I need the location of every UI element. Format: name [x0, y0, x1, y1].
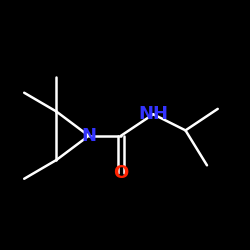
Text: O: O [113, 164, 128, 182]
Text: N: N [81, 127, 96, 145]
Text: NH: NH [138, 105, 168, 123]
